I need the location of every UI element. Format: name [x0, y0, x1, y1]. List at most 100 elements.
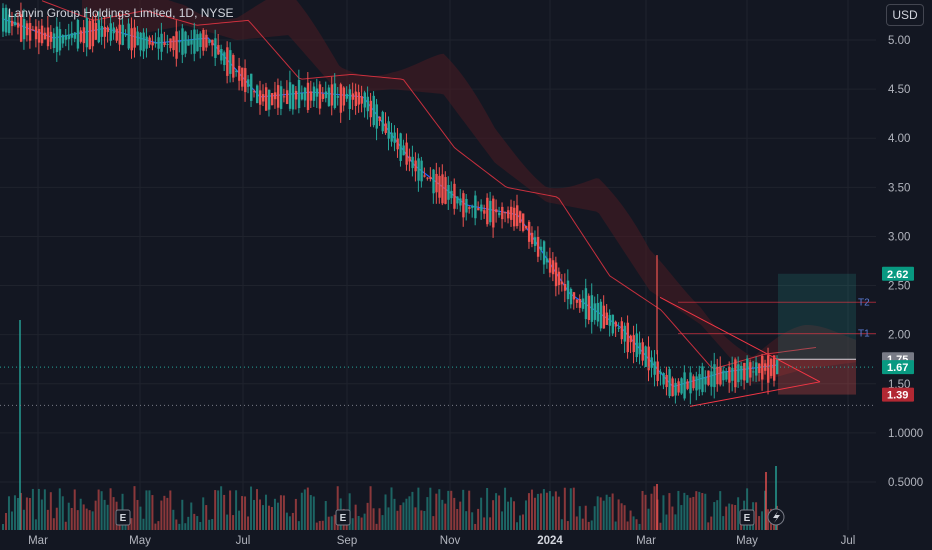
candle-body: [324, 91, 328, 99]
candle-body: [214, 38, 217, 58]
volume-bar: [261, 505, 264, 530]
candle-body: [241, 67, 244, 87]
candle-body: [536, 236, 540, 257]
volume-bar: [683, 492, 686, 530]
volume-bar: [734, 505, 737, 530]
candle-body: [70, 33, 74, 38]
volume-bar: [775, 466, 777, 530]
candle-body: [187, 39, 190, 46]
volume-bar: [599, 497, 602, 530]
candle-body: [13, 21, 17, 26]
candle-body: [52, 33, 56, 48]
volume-bar: [656, 484, 658, 530]
candle-body: [677, 381, 680, 393]
volume-bar: [16, 497, 19, 530]
candle-body: [770, 358, 773, 376]
candle-body: [614, 321, 618, 327]
volume-bar: [58, 488, 61, 530]
volume-bar: [507, 501, 510, 530]
volume-bar: [79, 498, 82, 530]
volume-bar: [270, 507, 273, 530]
candle-body: [590, 295, 594, 322]
volume-bar: [321, 520, 324, 530]
volume-bar: [106, 504, 109, 530]
candle-body: [25, 23, 29, 36]
candle-body: [432, 169, 435, 194]
candle-body: [330, 84, 334, 106]
candle-body: [599, 301, 603, 329]
candle-body: [504, 212, 507, 214]
trendline: [689, 381, 821, 407]
volume-bar: [172, 509, 175, 530]
earnings-marker-label: E: [340, 513, 347, 524]
candle-body: [232, 55, 235, 78]
candle-body: [767, 355, 770, 383]
volume-bar: [504, 487, 507, 530]
candle-body: [40, 25, 44, 44]
volume-bar: [608, 496, 611, 530]
volume-bar: [578, 506, 581, 530]
candle-body: [725, 371, 728, 380]
volume-bar: [64, 521, 67, 530]
candle-body: [37, 29, 41, 43]
volume-bar: [524, 500, 527, 530]
volume-bar: [620, 503, 623, 530]
candle-body: [127, 23, 130, 49]
candle-body: [719, 366, 722, 385]
volume-bar: [456, 508, 459, 530]
volume-bar: [501, 511, 504, 530]
volume-bar: [686, 495, 689, 530]
volume-bar: [31, 488, 34, 530]
volume-bar: [318, 520, 321, 530]
volume-bar: [719, 491, 722, 530]
volume-bar: [513, 501, 516, 530]
candle-body: [136, 31, 139, 46]
candle-body: [734, 359, 737, 388]
candle-body: [507, 210, 510, 219]
volume-bar: [139, 506, 142, 530]
price-badge: [882, 387, 914, 402]
candle-body: [740, 365, 743, 380]
earnings-marker-box: [115, 509, 131, 526]
candle-body: [7, 14, 11, 34]
candle-body: [235, 70, 238, 72]
candle-body: [49, 31, 53, 42]
candle-body: [303, 87, 307, 101]
volume-bar: [94, 500, 97, 530]
candle-body: [477, 208, 480, 211]
candle-body: [563, 283, 567, 291]
volume-bar: [614, 521, 617, 530]
candle-body: [492, 198, 495, 228]
volume-bar: [590, 520, 593, 530]
candle-body: [593, 303, 597, 320]
candle-body: [97, 20, 101, 43]
candle-body: [109, 23, 112, 41]
candle-body: [692, 376, 695, 389]
candle-body: [731, 367, 734, 381]
volume-bar: [312, 496, 315, 530]
volume-bar: [130, 518, 133, 530]
candle-body: [22, 18, 26, 40]
y-tick-label: 2.00: [888, 330, 910, 342]
volume-bar: [414, 507, 417, 530]
candle-body: [417, 158, 420, 181]
volume-bar: [626, 521, 629, 530]
candle-body: [181, 28, 184, 55]
candle-body: [19, 14, 23, 42]
volume-bar: [465, 511, 468, 530]
candle-body: [363, 92, 366, 108]
candle-body: [55, 26, 59, 53]
volume-bar: [489, 517, 492, 530]
volume-bar: [97, 489, 100, 530]
volume-bar: [593, 506, 596, 530]
earnings-marker-label: E: [120, 513, 127, 524]
volume-bar: [495, 493, 498, 530]
candle-body: [360, 96, 364, 104]
candle-body: [169, 38, 172, 49]
volume-bar: [408, 496, 411, 530]
volume-bar: [677, 490, 680, 530]
volume-bar: [396, 510, 399, 530]
candle-body: [566, 280, 570, 300]
currency-button[interactable]: USD: [886, 4, 924, 26]
